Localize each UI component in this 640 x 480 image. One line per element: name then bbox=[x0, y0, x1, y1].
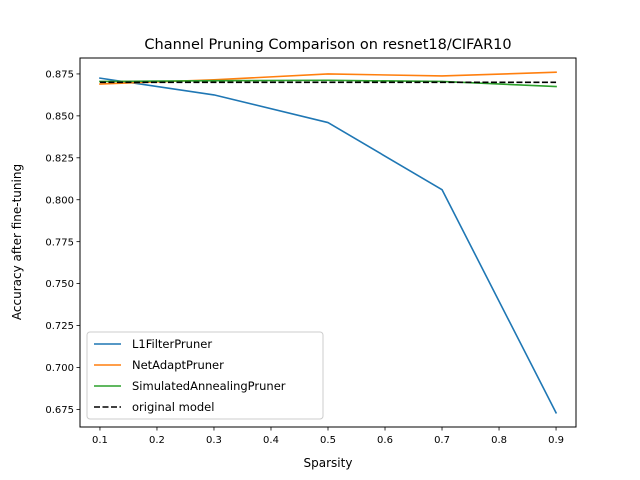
y-tick-label: 0.675 bbox=[45, 405, 74, 416]
x-tick-label: 0.7 bbox=[434, 435, 450, 446]
x-tick-label: 0.5 bbox=[320, 435, 336, 446]
legend-items: L1FilterPruner NetAdaptPruner SimulatedAnn… bbox=[94, 337, 286, 414]
chart-title: Channel Pruning Comparison on resnet18/C… bbox=[144, 37, 511, 53]
y-tick-label: 0.875 bbox=[45, 70, 74, 81]
legend-frame bbox=[86, 331, 324, 420]
x-tick-label: 0.4 bbox=[263, 435, 279, 446]
y-tick-label: 0.700 bbox=[45, 363, 74, 374]
y-tick-label: 0.800 bbox=[45, 195, 74, 206]
series-layer bbox=[99, 71, 558, 414]
legend: L1FilterPruner NetAdaptPruner SimulatedAnn… bbox=[86, 331, 324, 420]
legend-label: SimulatedAnnealingPruner bbox=[132, 379, 286, 393]
x-tick-label: 0.6 bbox=[377, 435, 393, 446]
y-axis-label: Accuracy after fine-tuning bbox=[10, 164, 24, 320]
series-line-simulatedannealingpruner bbox=[99, 79, 557, 88]
x-axis-label: Sparsity bbox=[304, 456, 353, 470]
y-tick-label: 0.725 bbox=[45, 321, 74, 332]
x-tick-label: 0.8 bbox=[491, 435, 507, 446]
x-tick-label: 0.2 bbox=[149, 435, 165, 446]
x-tick-label: 0.3 bbox=[206, 435, 222, 446]
y-tick-label: 0.775 bbox=[45, 237, 74, 248]
x-tick-label: 0.1 bbox=[92, 435, 108, 446]
y-axis: 0.675 0.700 0.725 0.750 0.775 0.800 0.825 0.850… bbox=[45, 70, 80, 416]
series-line-l1filterpruner bbox=[99, 77, 558, 414]
legend-label: L1FilterPruner bbox=[132, 337, 212, 351]
y-tick-label: 0.750 bbox=[45, 279, 74, 290]
plot-area bbox=[79, 57, 577, 428]
x-axis: 0.1 0.2 0.3 0.4 0.5 0.6 0.7 0.8 0.9 bbox=[92, 427, 564, 446]
legend-label: original model bbox=[132, 400, 214, 414]
y-tick-label: 0.825 bbox=[45, 153, 74, 164]
y-tick-label: 0.850 bbox=[45, 111, 74, 122]
legend-label: NetAdaptPruner bbox=[132, 358, 224, 372]
x-tick-label: 0.9 bbox=[548, 435, 564, 446]
